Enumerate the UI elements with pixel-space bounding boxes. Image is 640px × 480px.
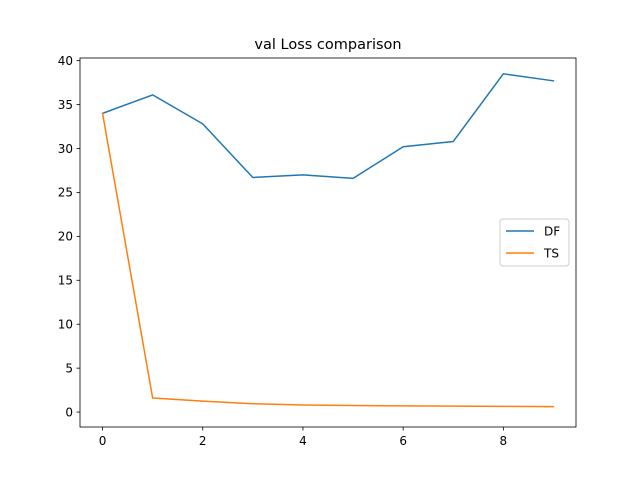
x-axis: 0 2 4 6 8 xyxy=(99,427,507,448)
y-tick-label: 10 xyxy=(58,318,73,332)
y-axis: 0 5 10 15 20 25 30 35 40 xyxy=(58,54,80,419)
y-tick-label: 25 xyxy=(58,186,73,200)
x-tick-label: 2 xyxy=(199,434,207,448)
x-tick-label: 6 xyxy=(399,434,407,448)
x-tick-label: 8 xyxy=(500,434,508,448)
series-line-df xyxy=(101,73,555,180)
y-tick-label: 0 xyxy=(65,405,73,419)
y-tick-label: 20 xyxy=(58,230,73,244)
y-tick-label: 5 xyxy=(65,361,73,375)
x-tick-label: 4 xyxy=(299,434,307,448)
chart-title: val Loss comparison xyxy=(254,37,401,53)
plot-area-frame xyxy=(79,57,577,428)
x-tick-label: 0 xyxy=(99,434,107,448)
y-tick-label: 40 xyxy=(58,54,73,68)
legend: DF TS xyxy=(499,218,570,267)
y-tick-label: 15 xyxy=(58,274,73,288)
y-tick-label: 30 xyxy=(58,142,73,156)
legend-label-ts: TS xyxy=(543,246,559,260)
y-tick-label: 35 xyxy=(58,98,73,112)
series-layer xyxy=(101,73,555,408)
legend-label-df: DF xyxy=(544,224,560,238)
series-line-ts xyxy=(101,112,555,408)
